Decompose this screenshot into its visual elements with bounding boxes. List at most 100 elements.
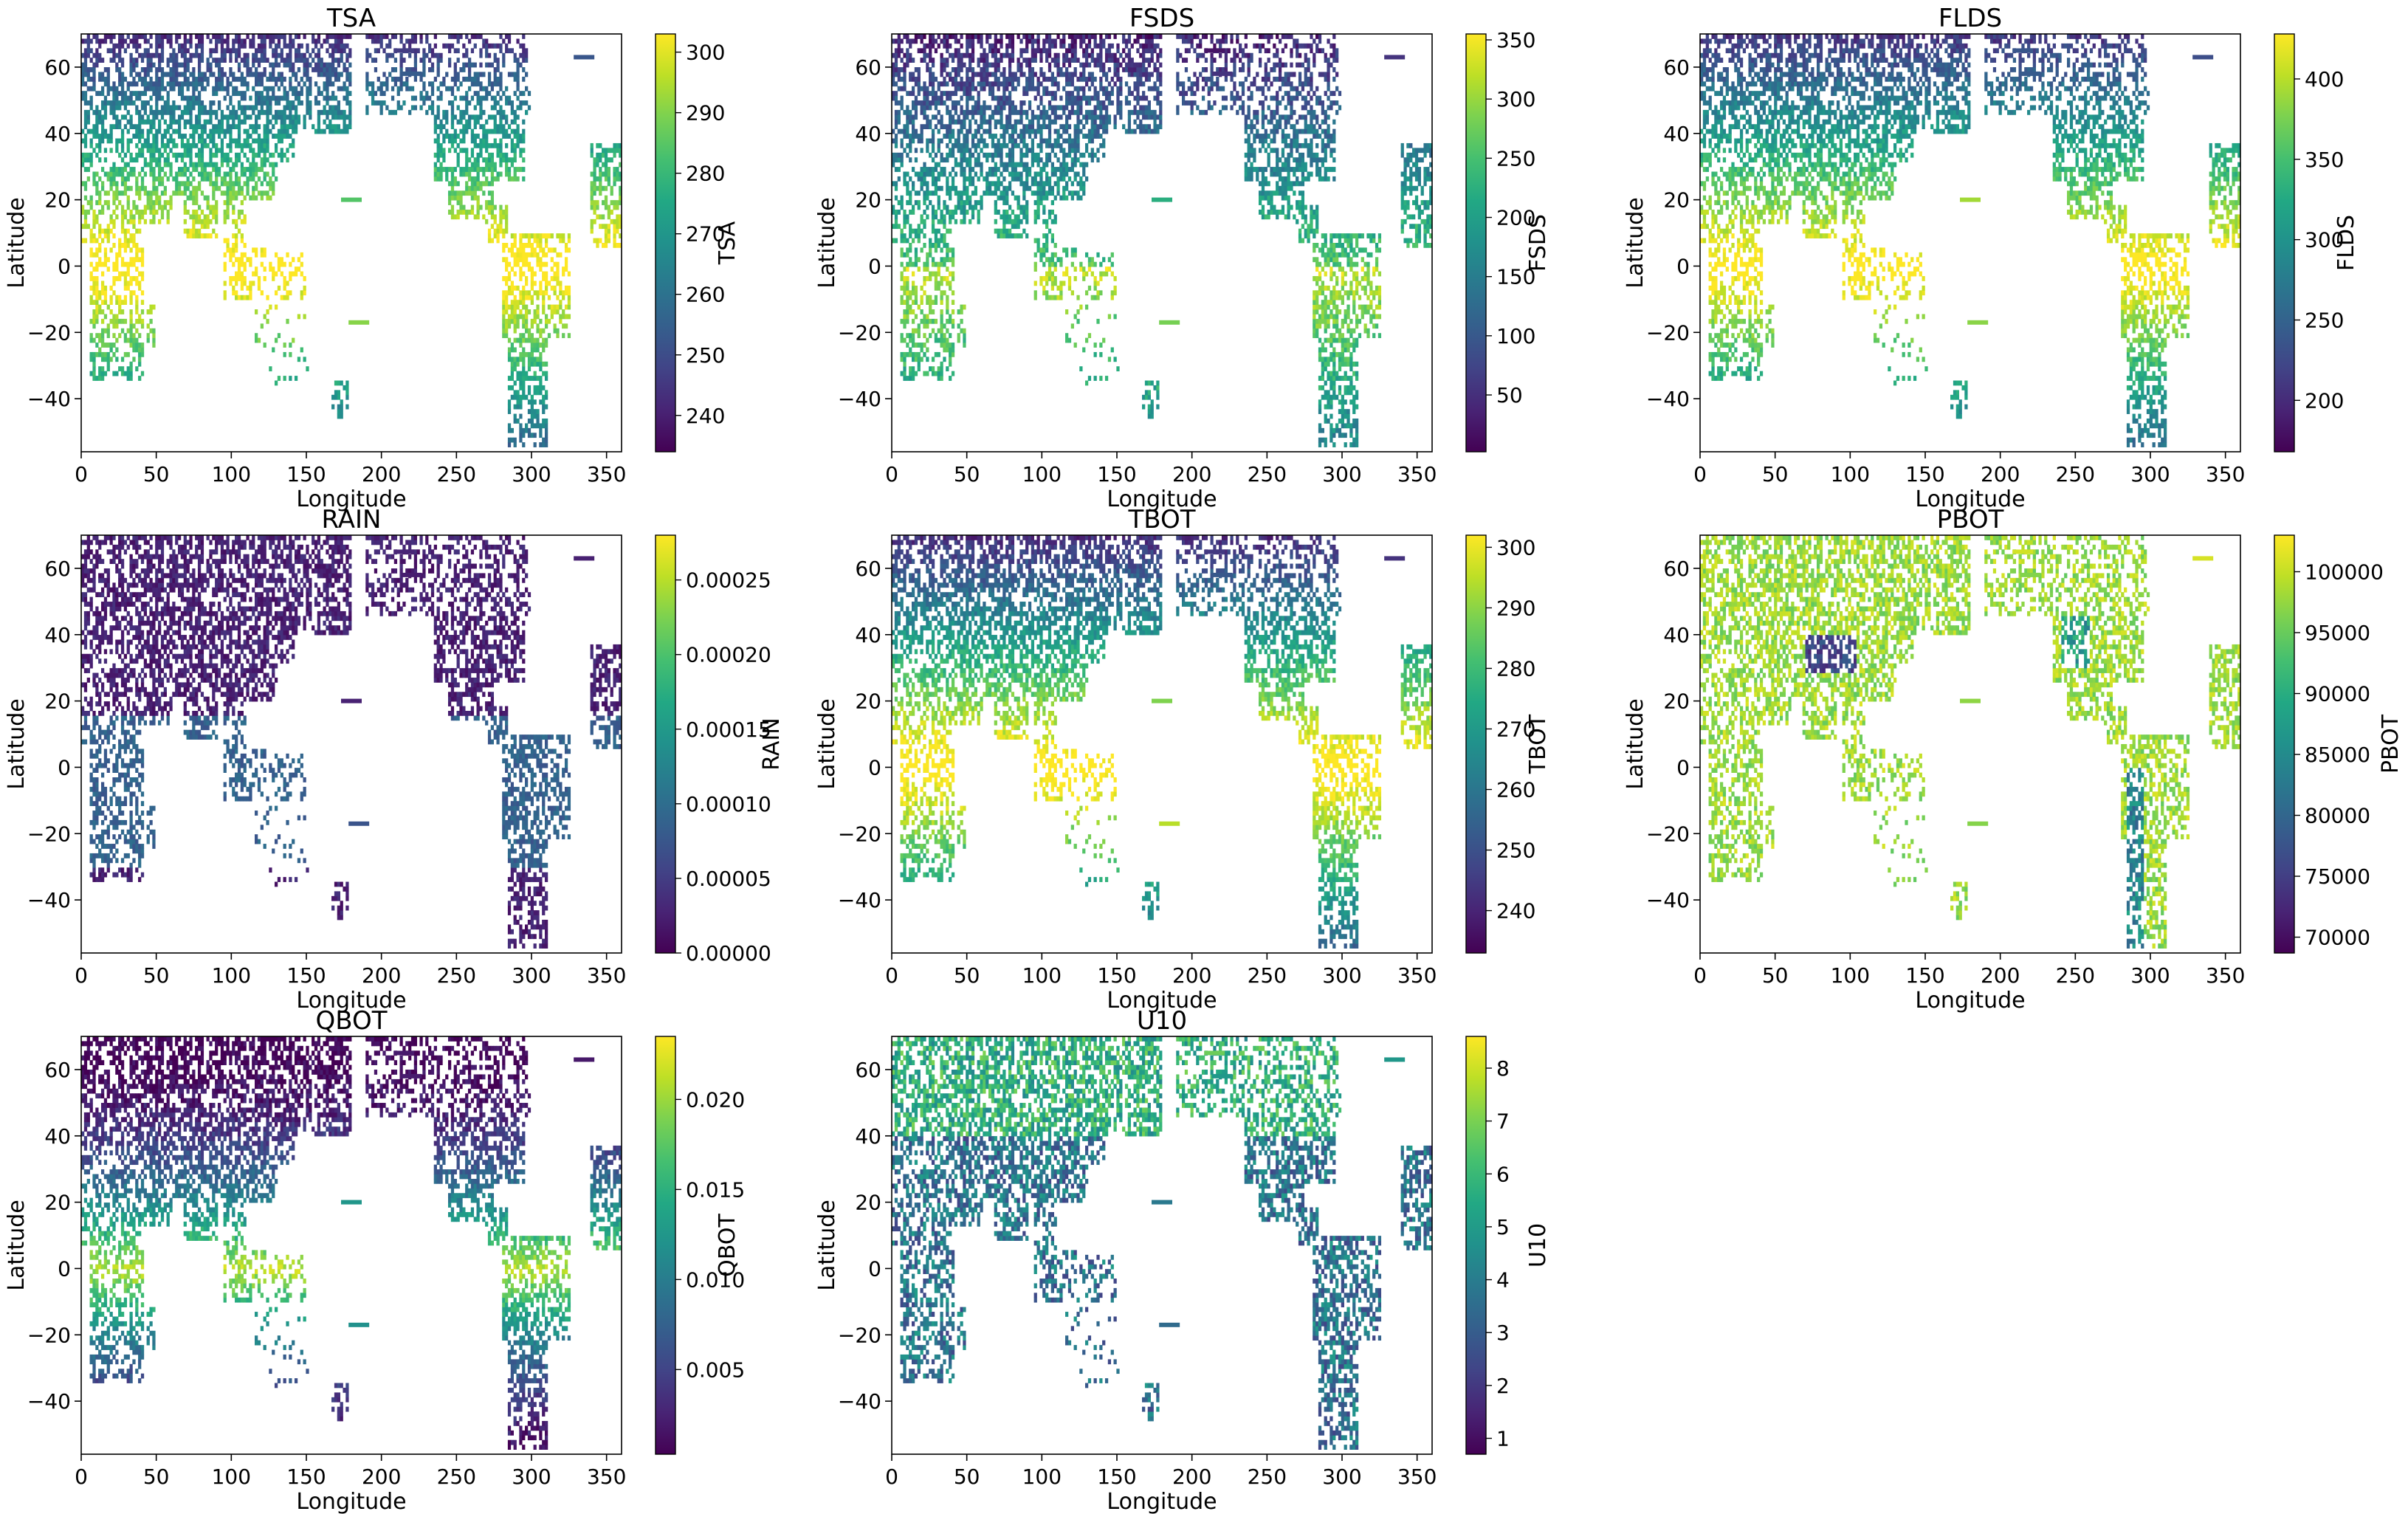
heatmap-cell xyxy=(107,366,110,371)
heatmap-cell xyxy=(536,309,539,314)
heatmap-cell xyxy=(906,343,909,348)
heatmap-cell xyxy=(909,38,912,44)
heatmap-cell xyxy=(428,67,431,72)
heatmap-cell xyxy=(238,34,241,39)
heatmap-cell xyxy=(957,58,960,63)
heatmap-cell xyxy=(238,105,241,110)
heatmap-cell xyxy=(545,262,548,267)
heatmap-cell xyxy=(132,91,135,96)
heatmap-cell xyxy=(477,143,480,148)
heatmap-cell xyxy=(974,72,977,77)
heatmap-cell xyxy=(536,243,539,248)
heatmap-cell xyxy=(901,300,904,305)
heatmap-cell xyxy=(525,314,528,319)
heatmap-cell xyxy=(152,219,155,224)
heatmap-cell xyxy=(169,58,172,63)
heatmap-cell xyxy=(974,120,977,125)
heatmap-cell xyxy=(952,167,954,172)
heatmap-cell xyxy=(255,172,258,177)
heatmap-cell xyxy=(175,53,178,58)
heatmap-cell xyxy=(266,157,269,162)
heatmap-cell xyxy=(926,319,929,324)
heatmap-cell xyxy=(938,186,940,191)
heatmap-cell xyxy=(269,262,272,267)
heatmap-cell xyxy=(124,286,127,291)
heatmap-cell xyxy=(454,214,457,219)
heatmap-cell xyxy=(281,120,283,125)
heatmap-cell xyxy=(98,148,101,153)
heatmap-cell xyxy=(938,205,940,210)
heatmap-cell xyxy=(300,262,303,267)
heatmap-cell xyxy=(326,110,328,115)
heatmap-cell xyxy=(915,34,918,39)
heatmap-cell xyxy=(915,157,918,162)
heatmap-cell xyxy=(929,81,932,86)
heatmap-cell xyxy=(980,38,983,44)
heatmap-cell xyxy=(591,229,594,234)
heatmap-cell xyxy=(124,352,127,357)
heatmap-cell xyxy=(477,91,480,96)
heatmap-cell xyxy=(952,120,954,125)
heatmap-cell xyxy=(127,266,130,272)
heatmap-cell xyxy=(334,390,337,395)
heatmap-cell xyxy=(608,172,610,177)
heatmap-cell xyxy=(207,196,210,201)
heatmap-cell xyxy=(84,96,87,101)
heatmap-cell xyxy=(269,63,272,68)
heatmap-cell xyxy=(943,38,946,44)
heatmap-cell xyxy=(158,81,161,86)
heatmap-cell xyxy=(98,348,101,353)
heatmap-cell xyxy=(118,190,121,196)
heatmap-cell xyxy=(129,366,132,371)
heatmap-cell xyxy=(505,48,508,53)
heatmap-cell xyxy=(110,176,113,182)
heatmap-cell xyxy=(135,309,138,314)
heatmap-cell xyxy=(161,72,164,77)
heatmap-cell xyxy=(345,395,348,400)
heatmap-cell xyxy=(252,72,255,77)
heatmap-cell xyxy=(903,214,906,219)
heatmap-cell xyxy=(419,38,422,44)
heatmap-cell xyxy=(963,186,966,191)
heatmap-cell xyxy=(491,200,494,205)
heatmap-cell xyxy=(244,295,247,300)
heatmap-cell xyxy=(974,129,977,134)
heatmap-cell xyxy=(442,114,445,120)
heatmap-cell xyxy=(932,190,935,196)
heatmap-cell xyxy=(95,352,98,357)
heatmap-cell xyxy=(167,105,170,110)
heatmap-cell xyxy=(300,86,303,92)
heatmap-cell xyxy=(940,157,943,162)
heatmap-cell xyxy=(565,247,568,252)
heatmap-cell xyxy=(172,176,175,182)
heatmap-cell xyxy=(121,91,124,96)
heatmap-cell xyxy=(101,114,104,120)
heatmap-cell xyxy=(192,134,195,139)
heatmap-cell xyxy=(494,44,497,49)
heatmap-cell xyxy=(112,281,115,286)
heatmap-cell xyxy=(457,153,460,158)
heatmap-cell xyxy=(289,105,292,110)
heatmap-cell xyxy=(901,200,904,205)
heatmap-cell xyxy=(118,58,121,63)
heatmap-cell xyxy=(368,81,371,86)
heatmap-cell xyxy=(525,281,528,286)
heatmap-cell xyxy=(343,385,345,390)
heatmap-cell xyxy=(127,328,130,334)
heatmap-cell xyxy=(448,181,451,186)
heatmap-cell xyxy=(158,86,161,92)
heatmap-cell xyxy=(129,120,132,125)
heatmap-cell xyxy=(138,333,141,338)
heatmap-cell xyxy=(935,214,938,219)
heatmap-cell xyxy=(110,48,113,53)
heatmap-cell xyxy=(462,190,465,196)
heatmap-cell xyxy=(104,114,107,120)
heatmap-cell xyxy=(149,319,152,324)
heatmap-cell xyxy=(508,399,511,405)
heatmap-cell xyxy=(164,110,167,115)
heatmap-cell xyxy=(149,167,152,172)
heatmap-cell xyxy=(499,219,502,224)
heatmap-cell xyxy=(272,181,275,186)
heatmap-cell xyxy=(909,229,912,234)
heatmap-cell xyxy=(605,238,608,244)
